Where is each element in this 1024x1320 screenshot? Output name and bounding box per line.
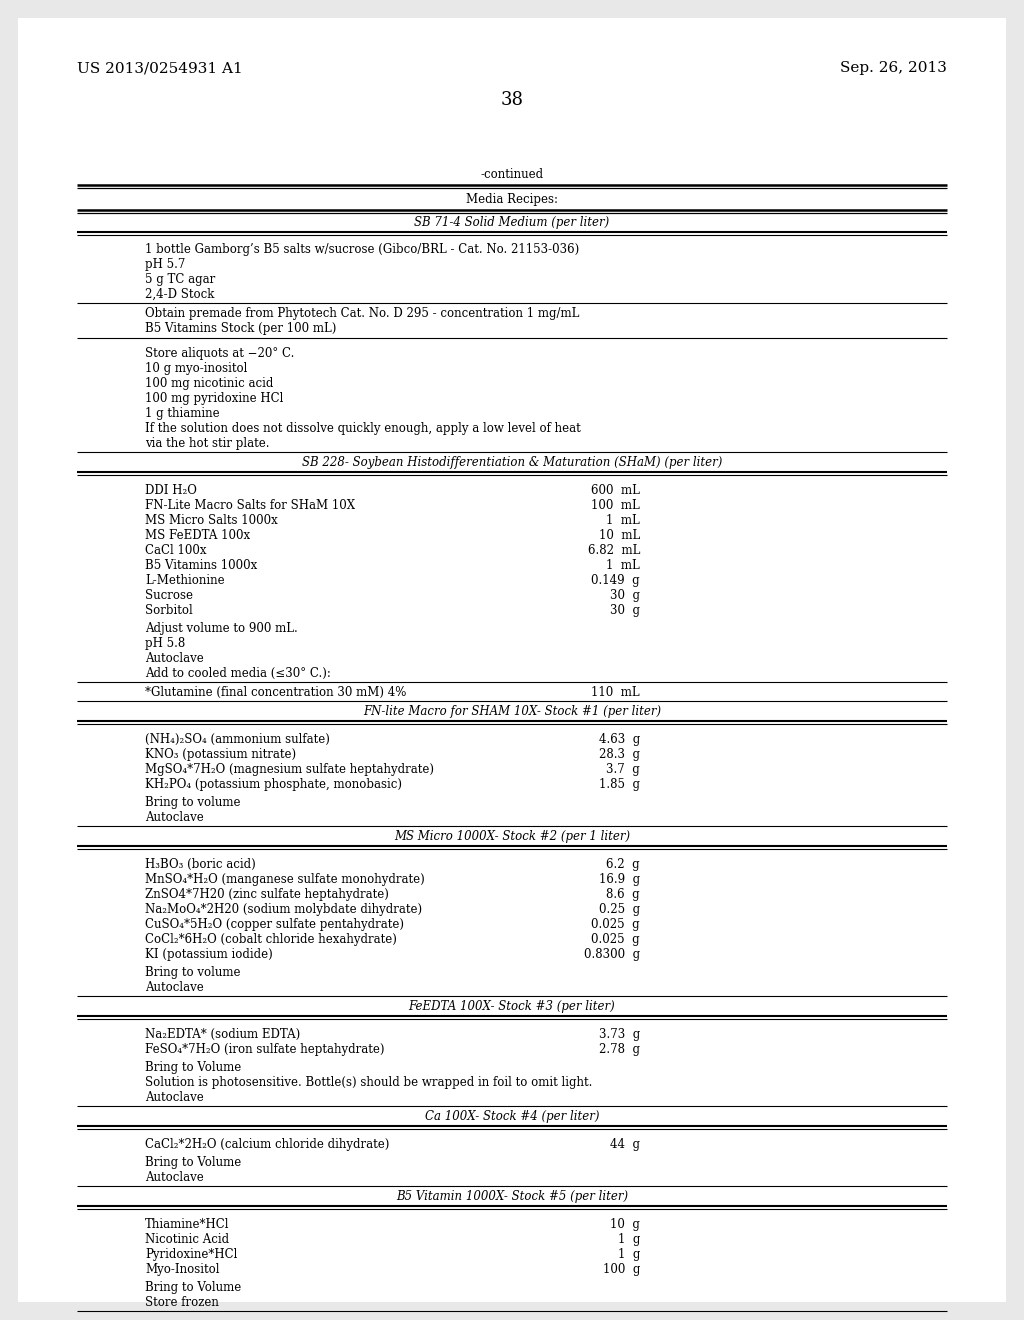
Text: Autoclave: Autoclave: [145, 981, 204, 994]
Text: 44  g: 44 g: [610, 1138, 640, 1151]
Text: Media Recipes:: Media Recipes:: [466, 193, 558, 206]
Text: KH₂PO₄ (potassium phosphate, monobasic): KH₂PO₄ (potassium phosphate, monobasic): [145, 777, 402, 791]
Text: 0.25  g: 0.25 g: [599, 903, 640, 916]
Text: 4.63  g: 4.63 g: [599, 733, 640, 746]
Text: 10 g myo-inositol: 10 g myo-inositol: [145, 362, 248, 375]
Text: pH 5.7: pH 5.7: [145, 257, 185, 271]
Text: SB 228- Soybean Histodifferentiation & Maturation (SHaM) (per liter): SB 228- Soybean Histodifferentiation & M…: [302, 455, 722, 469]
Text: 1  mL: 1 mL: [606, 558, 640, 572]
Text: Autoclave: Autoclave: [145, 810, 204, 824]
Text: Pyridoxine*HCl: Pyridoxine*HCl: [145, 1247, 238, 1261]
Text: MS FeEDTA 100x: MS FeEDTA 100x: [145, 529, 250, 543]
Text: 16.9  g: 16.9 g: [599, 873, 640, 886]
Text: FN-Lite Macro Salts for SHaM 10X: FN-Lite Macro Salts for SHaM 10X: [145, 499, 355, 512]
Text: Sorbitol: Sorbitol: [145, 605, 193, 616]
Text: MgSO₄*7H₂O (magnesium sulfate heptahydrate): MgSO₄*7H₂O (magnesium sulfate heptahydra…: [145, 763, 434, 776]
Text: 38: 38: [501, 91, 523, 110]
Text: Autoclave: Autoclave: [145, 1171, 204, 1184]
Text: 6.82  mL: 6.82 mL: [588, 544, 640, 557]
Text: 10  g: 10 g: [610, 1218, 640, 1232]
Text: 30  g: 30 g: [610, 589, 640, 602]
Text: Ca 100X- Stock #4 (per liter): Ca 100X- Stock #4 (per liter): [425, 1110, 599, 1123]
Text: Myo-Inositol: Myo-Inositol: [145, 1263, 219, 1276]
Text: Store frozen: Store frozen: [145, 1296, 219, 1309]
Text: 5 g TC agar: 5 g TC agar: [145, 273, 215, 286]
Text: FN-lite Macro for SHAM 10X- Stock #1 (per liter): FN-lite Macro for SHAM 10X- Stock #1 (pe…: [362, 705, 662, 718]
Text: 1.85  g: 1.85 g: [599, 777, 640, 791]
Text: 100 mg pyridoxine HCl: 100 mg pyridoxine HCl: [145, 392, 284, 405]
Text: If the solution does not dissolve quickly enough, apply a low level of heat: If the solution does not dissolve quickl…: [145, 422, 581, 436]
Text: Sep. 26, 2013: Sep. 26, 2013: [841, 61, 947, 75]
Text: Obtain premade from Phytotech Cat. No. D 295 - concentration 1 mg/mL: Obtain premade from Phytotech Cat. No. D…: [145, 308, 580, 319]
Text: 0.025  g: 0.025 g: [592, 933, 640, 946]
Text: KI (potassium iodide): KI (potassium iodide): [145, 948, 272, 961]
Text: 1  g: 1 g: [617, 1233, 640, 1246]
Text: 1  mL: 1 mL: [606, 513, 640, 527]
Text: B5 Vitamin 1000X- Stock #5 (per liter): B5 Vitamin 1000X- Stock #5 (per liter): [396, 1191, 628, 1203]
Text: via the hot stir plate.: via the hot stir plate.: [145, 437, 269, 450]
Text: 2.78  g: 2.78 g: [599, 1043, 640, 1056]
Text: MS Micro Salts 1000x: MS Micro Salts 1000x: [145, 513, 278, 527]
Text: B5 Vitamins Stock (per 100 mL): B5 Vitamins Stock (per 100 mL): [145, 322, 336, 335]
Text: *Glutamine (final concentration 30 mM) 4%: *Glutamine (final concentration 30 mM) 4…: [145, 686, 407, 700]
Text: 30  g: 30 g: [610, 605, 640, 616]
Text: Store aliquots at −20° C.: Store aliquots at −20° C.: [145, 347, 294, 360]
Text: 0.8300  g: 0.8300 g: [584, 948, 640, 961]
Text: 6.2  g: 6.2 g: [606, 858, 640, 871]
Text: 600  mL: 600 mL: [591, 484, 640, 498]
Text: FeEDTA 100X- Stock #3 (per liter): FeEDTA 100X- Stock #3 (per liter): [409, 1001, 615, 1012]
Text: 3.73  g: 3.73 g: [599, 1028, 640, 1041]
Text: 2,4-D Stock: 2,4-D Stock: [145, 288, 214, 301]
Text: CaCl 100x: CaCl 100x: [145, 544, 207, 557]
Text: Sucrose: Sucrose: [145, 589, 193, 602]
Text: CuSO₄*5H₂O (copper sulfate pentahydrate): CuSO₄*5H₂O (copper sulfate pentahydrate): [145, 917, 404, 931]
Text: Autoclave: Autoclave: [145, 652, 204, 665]
Text: B5 Vitamins 1000x: B5 Vitamins 1000x: [145, 558, 257, 572]
Text: MS Micro 1000X- Stock #2 (per 1 liter): MS Micro 1000X- Stock #2 (per 1 liter): [394, 830, 630, 843]
Text: DDI H₂O: DDI H₂O: [145, 484, 197, 498]
Text: 1 g thiamine: 1 g thiamine: [145, 407, 219, 420]
Text: 1  g: 1 g: [617, 1247, 640, 1261]
Text: Bring to volume: Bring to volume: [145, 966, 241, 979]
Text: Bring to Volume: Bring to Volume: [145, 1280, 242, 1294]
Text: Nicotinic Acid: Nicotinic Acid: [145, 1233, 229, 1246]
FancyBboxPatch shape: [18, 18, 1006, 1302]
Text: 100  g: 100 g: [603, 1263, 640, 1276]
Text: 110  mL: 110 mL: [592, 686, 640, 700]
Text: 10  mL: 10 mL: [599, 529, 640, 543]
Text: Bring to Volume: Bring to Volume: [145, 1061, 242, 1074]
Text: Add to cooled media (≤30° C.):: Add to cooled media (≤30° C.):: [145, 667, 331, 680]
Text: 100 mg nicotinic acid: 100 mg nicotinic acid: [145, 378, 273, 389]
Text: 0.025  g: 0.025 g: [592, 917, 640, 931]
Text: 0.149  g: 0.149 g: [592, 574, 640, 587]
Text: L-Methionine: L-Methionine: [145, 574, 224, 587]
Text: Solution is photosensitive. Bottle(s) should be wrapped in foil to omit light.: Solution is photosensitive. Bottle(s) sh…: [145, 1076, 592, 1089]
Text: Bring to Volume: Bring to Volume: [145, 1156, 242, 1170]
Text: KNO₃ (potassium nitrate): KNO₃ (potassium nitrate): [145, 748, 296, 762]
Text: SB 71-4 Solid Medium (per liter): SB 71-4 Solid Medium (per liter): [415, 216, 609, 228]
Text: Na₂EDTA* (sodium EDTA): Na₂EDTA* (sodium EDTA): [145, 1028, 300, 1041]
Text: FeSO₄*7H₂O (iron sulfate heptahydrate): FeSO₄*7H₂O (iron sulfate heptahydrate): [145, 1043, 384, 1056]
Text: Thiamine*HCl: Thiamine*HCl: [145, 1218, 229, 1232]
Text: (NH₄)₂SO₄ (ammonium sulfate): (NH₄)₂SO₄ (ammonium sulfate): [145, 733, 330, 746]
Text: -continued: -continued: [480, 168, 544, 181]
Text: pH 5.8: pH 5.8: [145, 638, 185, 649]
Text: 100  mL: 100 mL: [591, 499, 640, 512]
Text: Adjust volume to 900 mL.: Adjust volume to 900 mL.: [145, 622, 298, 635]
Text: US 2013/0254931 A1: US 2013/0254931 A1: [77, 61, 243, 75]
Text: ZnSO4*7H20 (zinc sulfate heptahydrate): ZnSO4*7H20 (zinc sulfate heptahydrate): [145, 888, 389, 902]
Text: 3.7  g: 3.7 g: [606, 763, 640, 776]
Text: Bring to volume: Bring to volume: [145, 796, 241, 809]
Text: MnSO₄*H₂O (manganese sulfate monohydrate): MnSO₄*H₂O (manganese sulfate monohydrate…: [145, 873, 425, 886]
Text: 1 bottle Gamborg’s B5 salts w/sucrose (Gibco/BRL - Cat. No. 21153-036): 1 bottle Gamborg’s B5 salts w/sucrose (G…: [145, 243, 580, 256]
Text: Autoclave: Autoclave: [145, 1092, 204, 1104]
Text: Na₂MoO₄*2H20 (sodium molybdate dihydrate): Na₂MoO₄*2H20 (sodium molybdate dihydrate…: [145, 903, 422, 916]
Text: CaCl₂*2H₂O (calcium chloride dihydrate): CaCl₂*2H₂O (calcium chloride dihydrate): [145, 1138, 389, 1151]
Text: 28.3  g: 28.3 g: [599, 748, 640, 762]
Text: CoCl₂*6H₂O (cobalt chloride hexahydrate): CoCl₂*6H₂O (cobalt chloride hexahydrate): [145, 933, 397, 946]
Text: H₃BO₃ (boric acid): H₃BO₃ (boric acid): [145, 858, 256, 871]
Text: 8.6  g: 8.6 g: [606, 888, 640, 902]
